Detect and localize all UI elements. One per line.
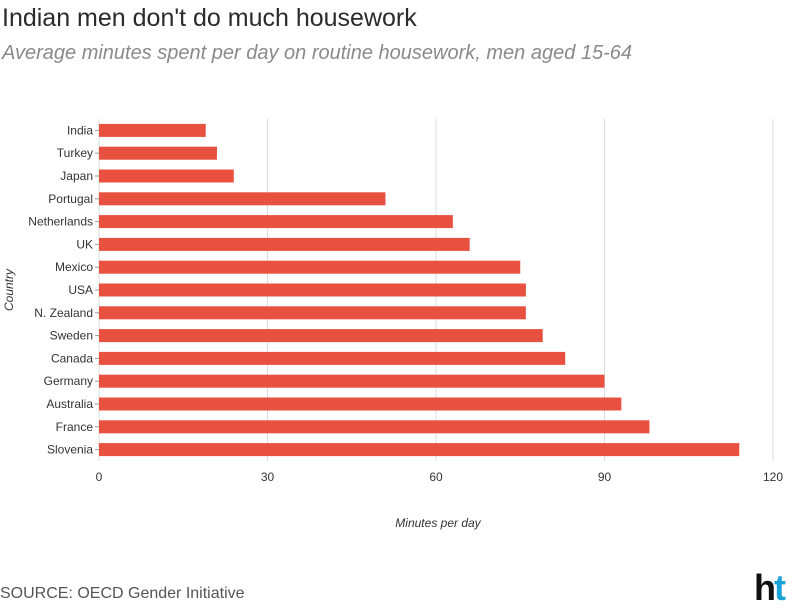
bar-chart: India Turkey Japan Portugal Netherlands UK Mex… <box>2 119 784 530</box>
category-label: Slovenia <box>47 443 93 457</box>
category-label: France <box>56 420 94 434</box>
category-label: Canada <box>51 351 93 365</box>
category-label: Netherlands <box>28 215 93 229</box>
category-label: Turkey <box>57 146 93 160</box>
svg-text:t: t <box>774 567 786 604</box>
chart-subtitle: Average minutes spent per day on routine… <box>2 42 633 64</box>
bars <box>99 123 740 457</box>
bar <box>99 397 622 411</box>
chart-title: Indian men don't do much housework <box>2 4 417 32</box>
x-tick-label: 90 <box>598 470 612 484</box>
category-label: Portugal <box>48 192 93 206</box>
bar <box>99 215 453 229</box>
bar <box>99 420 650 434</box>
ht-logo: h t <box>752 566 794 609</box>
bar <box>99 306 526 320</box>
category-label: India <box>67 123 93 137</box>
x-tick-label: 60 <box>429 470 443 484</box>
category-label: UK <box>76 237 93 251</box>
source-note: SOURCE: OECD Gender Initiative <box>0 585 245 602</box>
category-label: Mexico <box>55 260 93 274</box>
bar <box>99 374 605 388</box>
y-axis-label: Country <box>2 268 16 311</box>
bar <box>99 146 217 160</box>
x-axis-label: Minutes per day <box>395 516 481 530</box>
category-label: Germany <box>44 374 93 388</box>
bar <box>99 329 543 343</box>
category-label: Japan <box>60 169 93 183</box>
bar <box>99 169 234 183</box>
bar <box>99 351 566 365</box>
category-label: N. Zealand <box>34 306 93 320</box>
category-label: Sweden <box>50 329 93 343</box>
svg-text:h: h <box>754 567 776 604</box>
category-label: Australia <box>46 397 93 411</box>
bar <box>99 283 526 297</box>
bar <box>99 443 740 457</box>
x-tick-label: 30 <box>261 470 275 484</box>
bar <box>99 260 521 274</box>
category-labels: India Turkey Japan Portugal Netherlands UK Mex… <box>28 123 99 457</box>
category-label: USA <box>68 283 93 297</box>
x-tick-label: 120 <box>763 470 783 484</box>
bar <box>99 192 386 206</box>
bar <box>99 237 470 251</box>
x-tick-labels: 0 30 60 90 120 <box>96 470 784 484</box>
bar <box>99 123 206 137</box>
x-tick-label: 0 <box>96 470 103 484</box>
